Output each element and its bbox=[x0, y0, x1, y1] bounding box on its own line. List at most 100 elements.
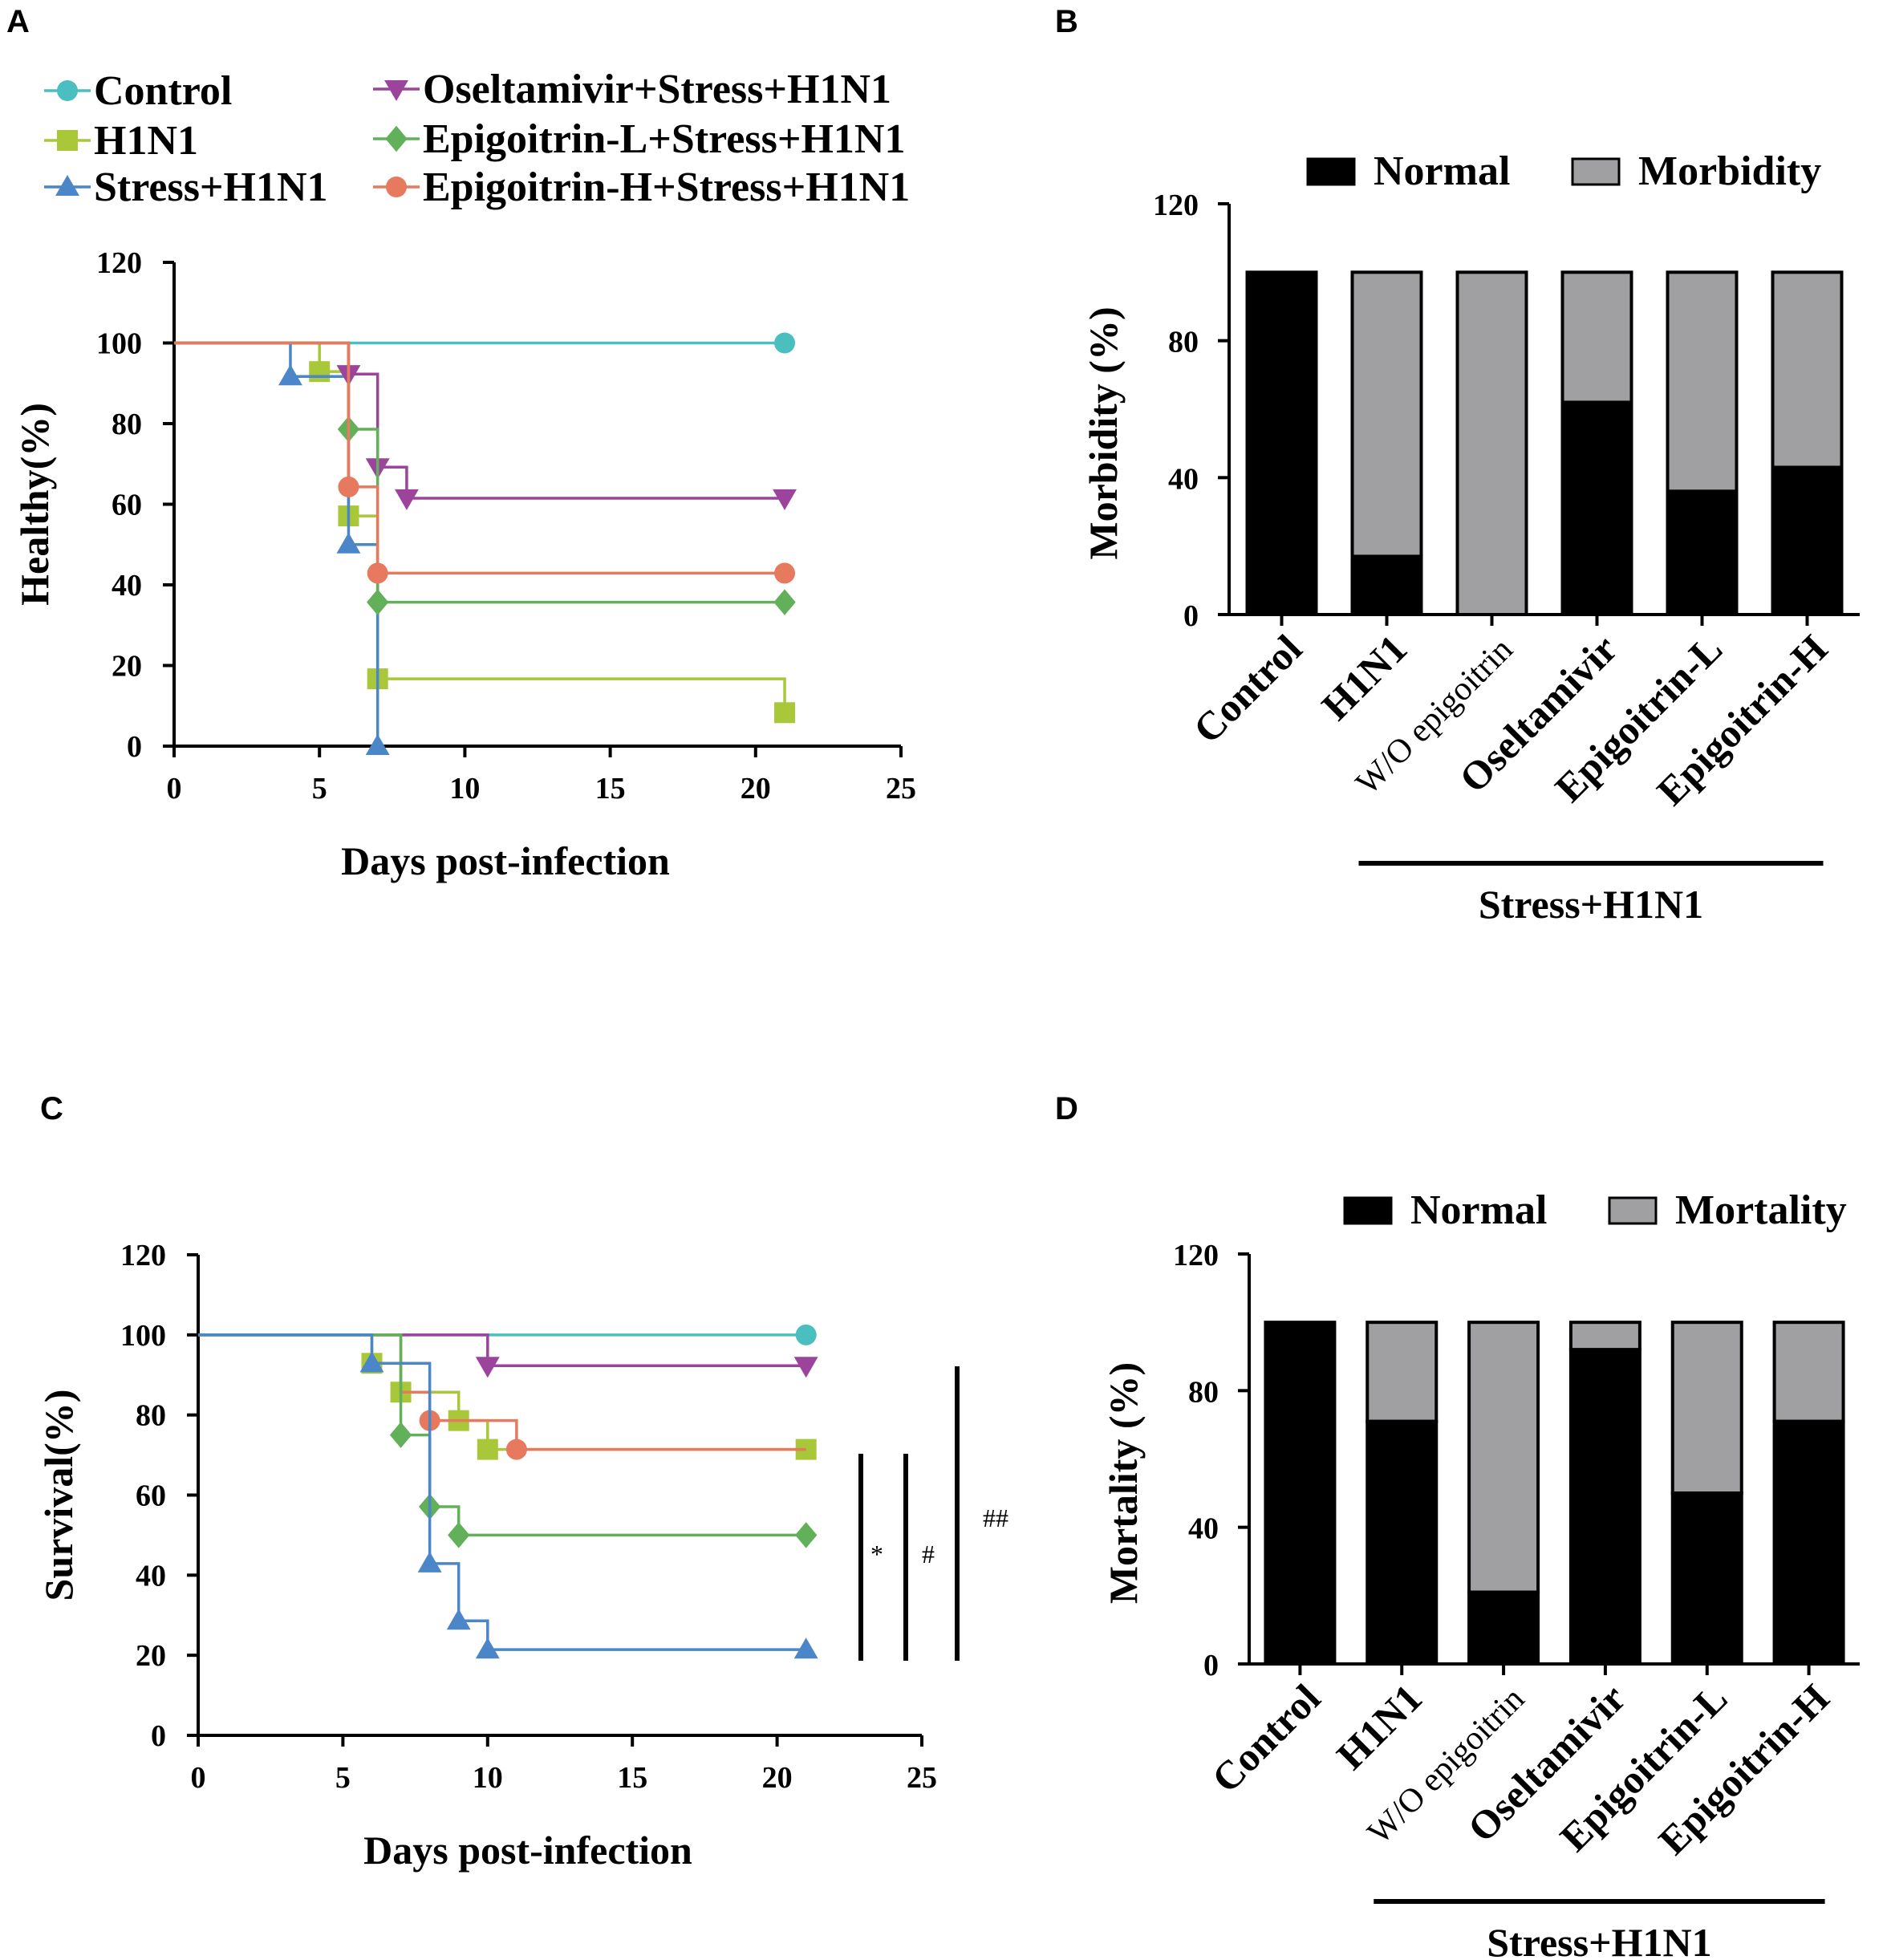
legend-label-epigoitrin-h-stress-h1n1: Epigoitrin-H+Stress+H1N1 bbox=[423, 164, 910, 210]
x-tick-label: 5 bbox=[335, 1761, 351, 1795]
legend-marker-stress-h1n1 bbox=[55, 175, 79, 197]
bar-normal-h1n1 bbox=[1350, 554, 1423, 617]
y-tick-label: 20 bbox=[136, 1639, 166, 1673]
y-tick-label: 0 bbox=[1183, 599, 1199, 633]
category-label: H1N1 bbox=[1328, 1675, 1430, 1778]
x-tick-label: 15 bbox=[595, 772, 626, 806]
km-point-h1n1 bbox=[774, 702, 796, 724]
y-tick-label: 20 bbox=[112, 650, 142, 684]
legend-marker-epigoitrin-l-stress-h1n1 bbox=[385, 125, 408, 152]
y-tick-label: 40 bbox=[1168, 462, 1199, 496]
x-tick-label: 25 bbox=[886, 772, 916, 806]
km-point-epigoitrin-h-stress-h1n1 bbox=[338, 476, 359, 497]
category-label: Control bbox=[1203, 1675, 1329, 1801]
x-tick-label: 0 bbox=[191, 1761, 206, 1795]
km-point-control bbox=[795, 1324, 817, 1345]
x-tick-label: 20 bbox=[741, 772, 771, 806]
km-line-h1n1 bbox=[174, 341, 786, 713]
km-point-control bbox=[774, 332, 796, 354]
km-point-epigoitrin-l-stress-h1n1 bbox=[448, 1522, 470, 1548]
legend-swatch-normal bbox=[1343, 1196, 1393, 1225]
bar-normal-control bbox=[1245, 270, 1318, 616]
x-tick-label: 15 bbox=[617, 1761, 647, 1795]
y-tick-label: 0 bbox=[127, 730, 142, 764]
km-point-oseltamivir-stress-h1n1 bbox=[773, 489, 797, 510]
km-point-epigoitrin-l-stress-h1n1 bbox=[795, 1522, 818, 1548]
y-tick-label: 80 bbox=[1168, 326, 1199, 359]
km-point-epigoitrin-h-stress-h1n1 bbox=[505, 1439, 527, 1460]
km-point-h1n1 bbox=[477, 1439, 498, 1460]
y-tick-label: 80 bbox=[1188, 1375, 1219, 1409]
legend-label-oseltamivir-stress-h1n1: Oseltamivir+Stress+H1N1 bbox=[423, 67, 891, 112]
bar-normal-control bbox=[1264, 1321, 1337, 1666]
legend-swatch-normal bbox=[1306, 157, 1356, 186]
panel-label-a: A bbox=[6, 4, 30, 39]
bar-normal-epigoitrin-l bbox=[1666, 489, 1739, 617]
y-tick-label: 120 bbox=[120, 1239, 166, 1272]
y-axis-title: Survival(%) bbox=[36, 1390, 81, 1601]
km-line-epigoitrin-h-stress-h1n1 bbox=[174, 341, 785, 575]
km-line-oseltamivir-stress-h1n1 bbox=[174, 341, 785, 500]
bar-mortality-h1n1 bbox=[1365, 1321, 1439, 1423]
category-label: Control bbox=[1184, 626, 1310, 752]
y-tick-label: 60 bbox=[136, 1479, 166, 1513]
bar-normal-oseltamivir bbox=[1568, 1348, 1641, 1666]
y-tick-label: 80 bbox=[112, 408, 142, 441]
legend-marker-control bbox=[57, 80, 78, 101]
km-point-stress-h1n1 bbox=[446, 1609, 471, 1630]
legend-swatch-mortality bbox=[1608, 1196, 1658, 1225]
y-tick-label: 40 bbox=[136, 1559, 166, 1593]
legend-label-stress-h1n1: Stress+H1N1 bbox=[94, 164, 328, 210]
legend-label-normal: Normal bbox=[1374, 148, 1510, 194]
bar-normal-epigoitrin-l bbox=[1670, 1491, 1743, 1666]
bar-mortality-epigoitrin-l bbox=[1670, 1321, 1743, 1495]
x-tick-label: 10 bbox=[473, 1761, 503, 1795]
x-axis-title: Days post-infection bbox=[363, 1828, 692, 1873]
y-tick-label: 40 bbox=[1188, 1512, 1219, 1546]
km-line-h1n1 bbox=[198, 1333, 806, 1451]
x-tick-label: 10 bbox=[449, 772, 480, 806]
km-point-stress-h1n1 bbox=[278, 364, 302, 386]
y-axis-title: Morbidity (%) bbox=[1081, 306, 1126, 559]
significance-label: # bbox=[922, 1540, 935, 1568]
group-label: Stress+H1N1 bbox=[1487, 1920, 1711, 1960]
legend-label-normal: Normal bbox=[1410, 1187, 1547, 1233]
significance-label: * bbox=[870, 1540, 883, 1568]
km-line-oseltamivir-stress-h1n1 bbox=[198, 1333, 806, 1368]
km-point-epigoitrin-h-stress-h1n1 bbox=[774, 562, 796, 584]
group-label: Stress+H1N1 bbox=[1479, 882, 1703, 927]
km-point-epigoitrin-l-stress-h1n1 bbox=[389, 1422, 412, 1448]
bar-morbidity-epigoitrin-l bbox=[1666, 270, 1739, 493]
bar-normal-epigoitrin-h bbox=[1771, 465, 1844, 616]
y-tick-label: 100 bbox=[120, 1319, 166, 1353]
km-point-epigoitrin-l-stress-h1n1 bbox=[773, 589, 796, 615]
legend-label-mortality: Mortality bbox=[1675, 1187, 1847, 1233]
x-tick-label: 0 bbox=[167, 772, 182, 806]
legend-marker-epigoitrin-h-stress-h1n1 bbox=[386, 177, 407, 197]
y-axis-title: Mortality (%) bbox=[1101, 1362, 1146, 1604]
category-label: H1N1 bbox=[1313, 626, 1415, 728]
bar-morbidity-w-o-epigoitrin bbox=[1455, 270, 1528, 616]
km-point-oseltamivir-stress-h1n1 bbox=[793, 1357, 818, 1378]
panel-label-c: C bbox=[40, 1091, 63, 1126]
km-point-oseltamivir-stress-h1n1 bbox=[394, 489, 419, 510]
x-axis-title: Days post-infection bbox=[341, 838, 670, 883]
y-tick-label: 100 bbox=[96, 327, 142, 361]
legend-label-control: Control bbox=[94, 68, 232, 114]
x-tick-label: 20 bbox=[762, 1761, 793, 1795]
km-line-stress-h1n1 bbox=[198, 1333, 806, 1651]
km-line-epigoitrin-l-stress-h1n1 bbox=[174, 341, 785, 604]
km-line-epigoitrin-h-stress-h1n1 bbox=[198, 1333, 806, 1451]
bar-normal-epigoitrin-h bbox=[1772, 1419, 1845, 1666]
panel-label-b: B bbox=[1055, 4, 1078, 39]
bar-morbidity-epigoitrin-h bbox=[1771, 270, 1844, 469]
legend-marker-oseltamivir-stress-h1n1 bbox=[384, 79, 408, 101]
y-tick-label: 0 bbox=[151, 1719, 166, 1753]
y-tick-label: 120 bbox=[96, 246, 142, 280]
km-point-stress-h1n1 bbox=[417, 1551, 442, 1572]
y-tick-label: 120 bbox=[1153, 189, 1199, 222]
legend-marker-h1n1 bbox=[57, 130, 78, 151]
